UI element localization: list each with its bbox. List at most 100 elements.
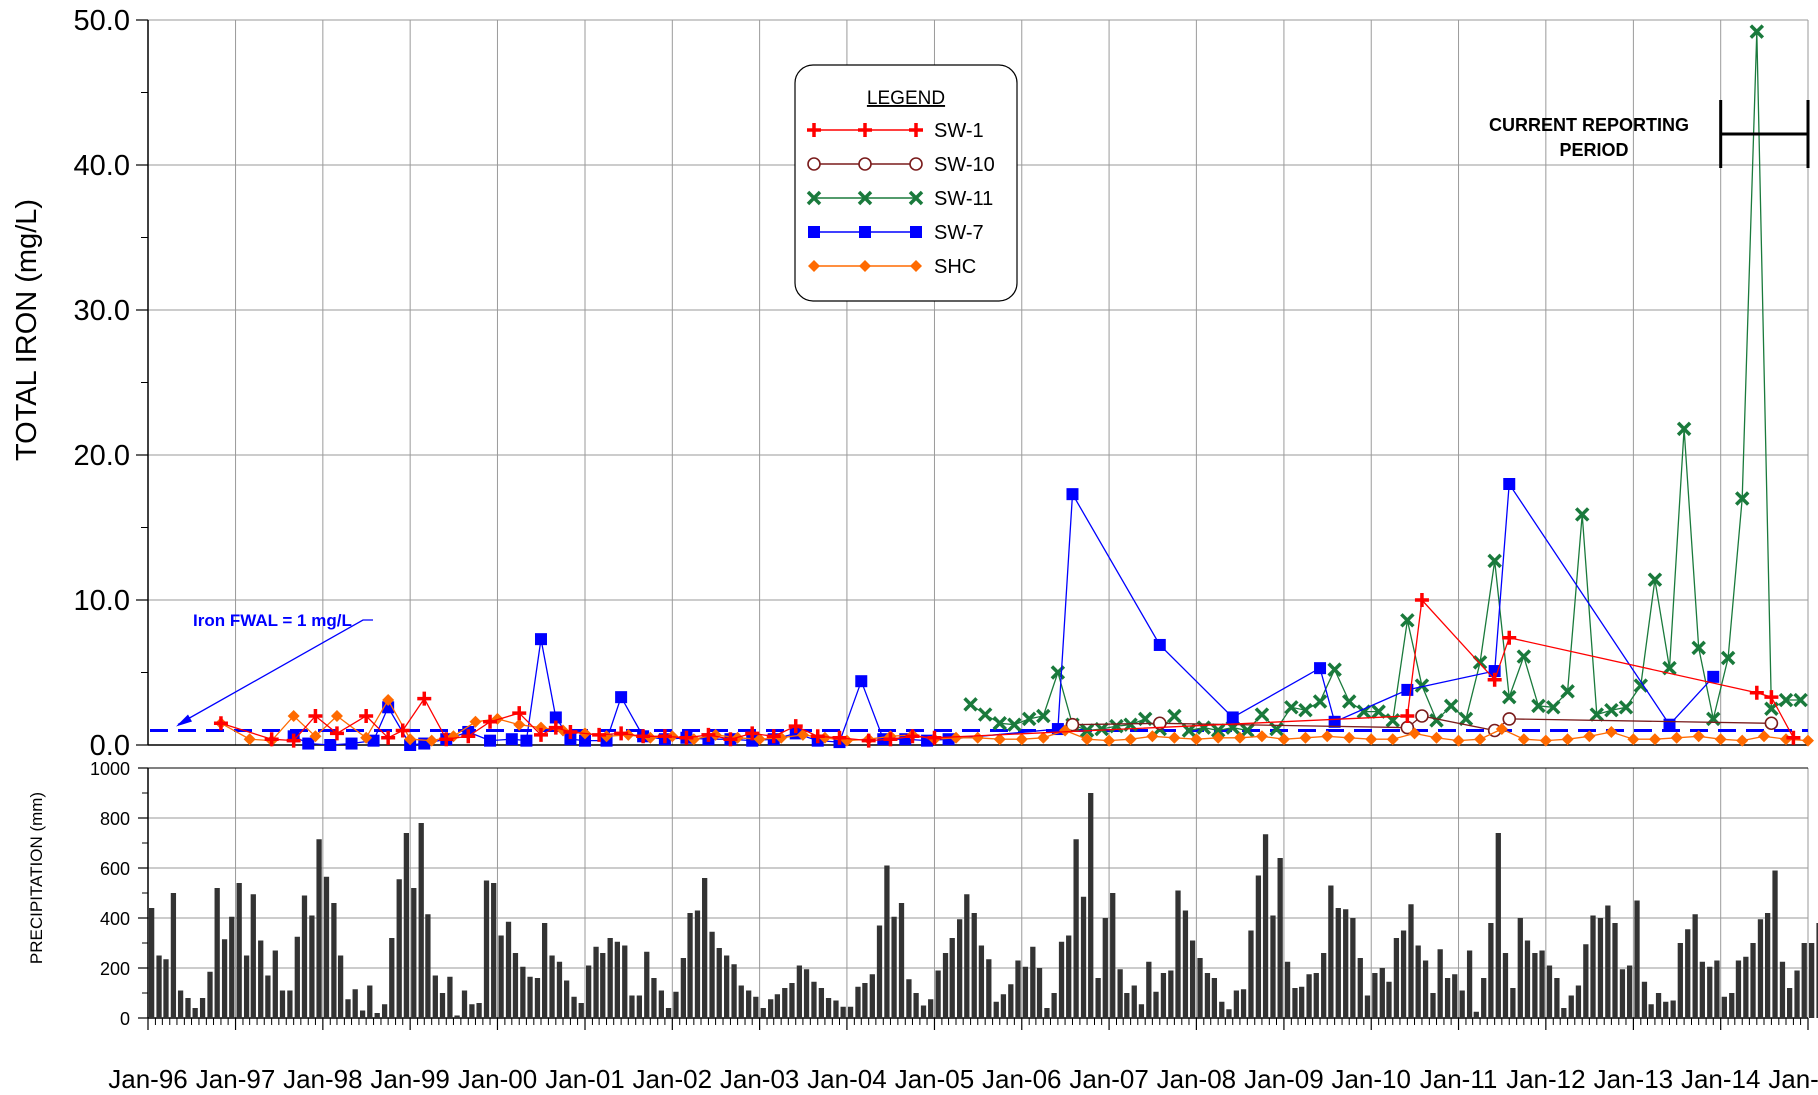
data-point (858, 123, 872, 137)
precip-bar (1270, 915, 1276, 1018)
precip-bar (1809, 943, 1815, 1018)
precip-bar (1248, 930, 1254, 1018)
x-tick-label: Jan-98 (283, 1064, 363, 1094)
precip-bar (1575, 985, 1582, 1018)
data-point (1210, 723, 1226, 738)
precip-bar (760, 1008, 766, 1018)
data-point (1386, 733, 1399, 746)
data-point (1488, 665, 1501, 678)
legend-entry-sw-7: SW-7 (808, 222, 984, 244)
data-point (1757, 730, 1770, 743)
precip-bar (352, 989, 358, 1018)
precip-bar (1160, 973, 1167, 1018)
precip-bar (1641, 981, 1648, 1018)
precip-bar (359, 1010, 366, 1018)
precip-bar (1408, 904, 1414, 1018)
y-tick-label: 50.0 (74, 5, 130, 37)
data-point (1327, 662, 1342, 677)
y-tick-label: 200 (100, 959, 130, 979)
precip-bar (170, 893, 177, 1018)
precip-y-axis-label: PRECIPITATION (mm) (27, 792, 46, 964)
precip-bar (673, 991, 679, 1018)
data-point (910, 226, 922, 238)
x-tick-label: Jan-10 (1331, 1064, 1411, 1094)
precip-bar (789, 983, 795, 1018)
precip-bar (156, 955, 162, 1018)
data-point (1487, 553, 1502, 569)
data-point (806, 190, 822, 206)
data-point (883, 732, 898, 747)
data-point (1015, 733, 1028, 746)
data-point (1458, 711, 1474, 727)
data-point (1240, 723, 1255, 738)
data-point (1749, 685, 1764, 700)
data-point (1299, 731, 1312, 744)
data-point (1365, 733, 1378, 746)
precip-bar (1189, 940, 1196, 1018)
data-point (859, 226, 871, 238)
data-point (549, 711, 562, 724)
precip-bar (803, 969, 810, 1018)
precip-bar (403, 833, 410, 1018)
data-point (1472, 655, 1488, 670)
data-point (1443, 698, 1459, 714)
precip-bar (709, 931, 715, 1018)
data-point (520, 734, 533, 747)
precip-bar (476, 1003, 482, 1018)
precip-bar (207, 971, 213, 1018)
data-point (483, 714, 498, 729)
precip-bar (687, 913, 693, 1018)
precip-bar (884, 865, 890, 1018)
precip-bar (1546, 965, 1553, 1018)
precip-bar (1204, 973, 1211, 1018)
iron-y-axis-label: TOTAL IRON (mg/L) (11, 199, 43, 461)
precip-bar (1240, 989, 1247, 1018)
x-tick-label: Jan-08 (1157, 1064, 1237, 1094)
data-point (1802, 734, 1814, 747)
precip-bar (491, 883, 497, 1018)
data-point (1764, 690, 1779, 705)
data-point (910, 260, 922, 272)
data-point (679, 730, 694, 745)
precip-bar (1095, 978, 1101, 1018)
data-point (1487, 672, 1502, 687)
precip-bar (439, 993, 446, 1018)
data-point (1343, 731, 1356, 744)
data-point (512, 706, 527, 721)
data-point (1648, 733, 1661, 746)
data-point (1254, 707, 1270, 722)
precip-bar (1452, 974, 1458, 1018)
data-point (1415, 709, 1429, 723)
legend-entry-sw-11: SW-11 (806, 188, 993, 210)
precip-bar (1532, 953, 1538, 1018)
precip-bar (309, 915, 315, 1018)
x-tick-label: Jan-03 (720, 1064, 800, 1094)
precip-bar (1219, 1001, 1225, 1018)
data-point (425, 734, 438, 747)
data-point (701, 727, 716, 742)
precip-bar (1699, 961, 1705, 1018)
precip-bar (337, 955, 344, 1018)
x-tick-label: Jan-15 (1768, 1064, 1818, 1094)
precip-bar (367, 985, 373, 1018)
data-point (766, 729, 781, 744)
data-point (909, 123, 923, 137)
precip-bar (1022, 966, 1029, 1018)
x-tick-label: Jan-13 (1594, 1064, 1674, 1094)
data-point (807, 157, 821, 171)
precip-bar (556, 961, 563, 1018)
data-point (1706, 711, 1721, 727)
precip-bar (636, 995, 642, 1018)
data-point (1314, 662, 1327, 675)
legend-title: LEGEND (867, 88, 945, 109)
data-point (832, 730, 847, 745)
precip-bar (1306, 974, 1312, 1018)
precip-bar (1073, 839, 1079, 1018)
data-point (1720, 650, 1736, 666)
precip-bar (964, 894, 970, 1018)
legend-entry-sw-1: SW-1 (807, 120, 984, 142)
data-point (1284, 700, 1299, 715)
guideline-annotation: Iron FWAL = 1 mg/L (193, 611, 352, 630)
precip-bar (833, 1000, 839, 1018)
data-point (1146, 730, 1159, 743)
